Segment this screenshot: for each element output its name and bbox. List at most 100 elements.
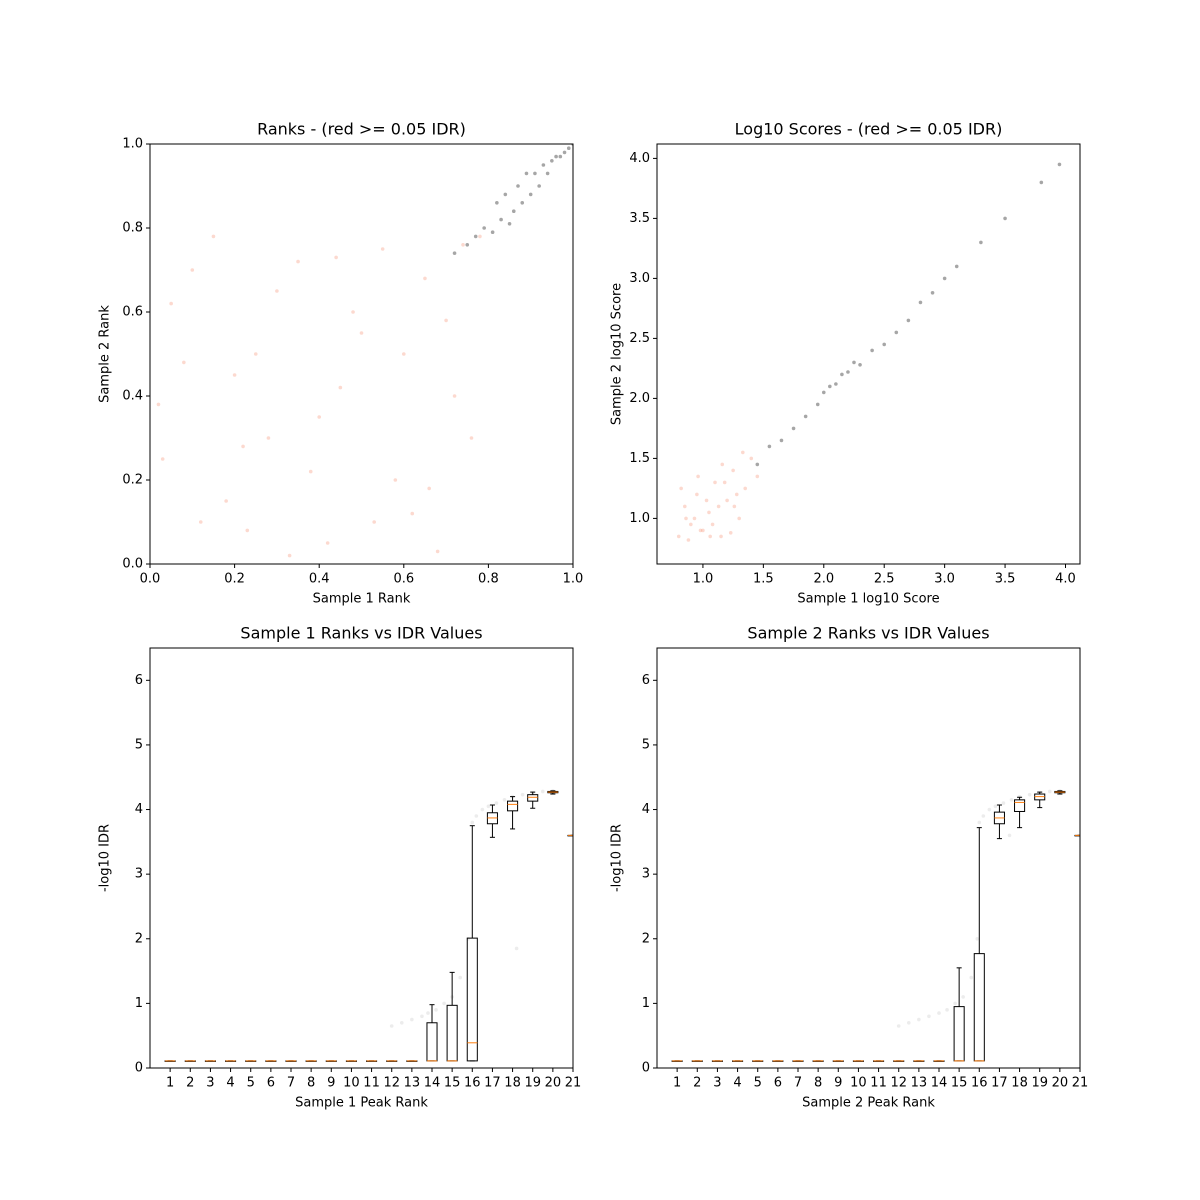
x-tick-label: 9 [834, 1076, 842, 1091]
y-tick-label: 3.0 [629, 271, 650, 286]
y-tick-label: 2 [135, 931, 143, 946]
x-tick-label: 18 [1011, 1076, 1028, 1091]
point [684, 516, 688, 521]
x-axis-label: Sample 2 Peak Rank [802, 1096, 935, 1111]
y-tick-label: 2.5 [629, 331, 650, 346]
point [351, 310, 355, 314]
point [882, 342, 887, 347]
point [969, 975, 974, 980]
point [495, 201, 499, 205]
point [266, 436, 271, 440]
point [478, 234, 482, 239]
y-tick-label: 2 [642, 931, 650, 946]
x-tick-label: 3 [206, 1076, 214, 1091]
point [979, 240, 983, 245]
point [562, 150, 567, 155]
point [821, 390, 826, 395]
x-tick-label: 20 [545, 1076, 562, 1091]
x-tick-label: 0.4 [309, 572, 330, 587]
y-tick-label: 0 [135, 1061, 143, 1076]
x-tick-label: 13 [911, 1076, 928, 1091]
y-tick-label: 2.0 [629, 391, 650, 406]
x-tick-label: 3.0 [934, 572, 955, 587]
point [981, 814, 986, 818]
point [834, 382, 838, 386]
point [722, 480, 727, 485]
y-tick-label: 4 [135, 802, 143, 817]
axes-frame [656, 647, 1081, 1069]
point [308, 469, 313, 474]
point [465, 243, 470, 247]
chart-title: Log10 Scores - (red >= 0.05 IDR) [735, 120, 1003, 139]
point [987, 807, 992, 812]
point [232, 373, 237, 377]
x-tick-label: 14 [424, 1076, 441, 1091]
box [953, 1006, 965, 1062]
y-tick-label: 1.0 [122, 137, 143, 152]
point [749, 456, 754, 461]
x-tick-label: 16 [464, 1076, 481, 1091]
x-tick-label: 14 [931, 1076, 948, 1091]
point [743, 486, 748, 491]
x-tick-label: 3.5 [995, 572, 1016, 587]
x-tick-label: 12 [383, 1076, 400, 1091]
x-tick-label: 21 [1072, 1076, 1089, 1091]
point [511, 209, 516, 213]
point [245, 528, 250, 533]
point [734, 492, 739, 497]
point [930, 291, 935, 295]
point [469, 436, 474, 440]
x-tick-label: 19 [524, 1076, 541, 1091]
point [692, 516, 697, 521]
point [720, 462, 725, 467]
point [554, 154, 558, 159]
point [815, 402, 820, 407]
y-tick-label: 4 [642, 802, 650, 817]
y-tick-label: 5 [642, 737, 650, 752]
x-tick-label: 11 [870, 1076, 887, 1091]
x-tick-label: 0.0 [140, 572, 161, 587]
point [954, 264, 959, 269]
point [156, 402, 161, 407]
y-tick-label: 0.0 [122, 557, 143, 572]
y-tick-label: 3 [135, 867, 143, 882]
point [507, 222, 512, 226]
point [540, 789, 545, 794]
point [870, 348, 874, 353]
point [410, 1017, 414, 1022]
y-tick-label: 1.5 [629, 451, 650, 466]
point [470, 820, 475, 825]
point [198, 520, 203, 524]
y-tick-label: 0 [642, 1061, 650, 1076]
point [253, 352, 258, 356]
point [514, 946, 519, 951]
x-tick-label: 20 [1052, 1076, 1069, 1091]
point [732, 504, 737, 509]
y-tick-label: 6 [135, 673, 143, 688]
y-tick-label: 1.0 [629, 511, 650, 526]
point [1007, 833, 1012, 838]
point [169, 301, 173, 306]
point [977, 820, 982, 825]
point [713, 480, 717, 485]
point [942, 276, 947, 281]
chart-title: Ranks - (red >= 0.05 IDR) [257, 120, 466, 139]
point [698, 528, 703, 533]
y-tick-label: 3 [642, 867, 650, 882]
point [494, 801, 499, 805]
point [927, 1014, 931, 1019]
point [452, 394, 457, 398]
x-tick-label: 10 [850, 1076, 867, 1091]
point [524, 171, 529, 176]
point [846, 370, 850, 374]
point [937, 1011, 941, 1015]
y-tick-label: 0.8 [122, 221, 143, 236]
point [393, 478, 398, 482]
y-tick-label: 5 [135, 737, 143, 752]
y-tick-label: 0.4 [122, 389, 143, 404]
point [803, 414, 808, 419]
point [325, 541, 330, 545]
point [516, 184, 520, 188]
point [490, 230, 495, 234]
